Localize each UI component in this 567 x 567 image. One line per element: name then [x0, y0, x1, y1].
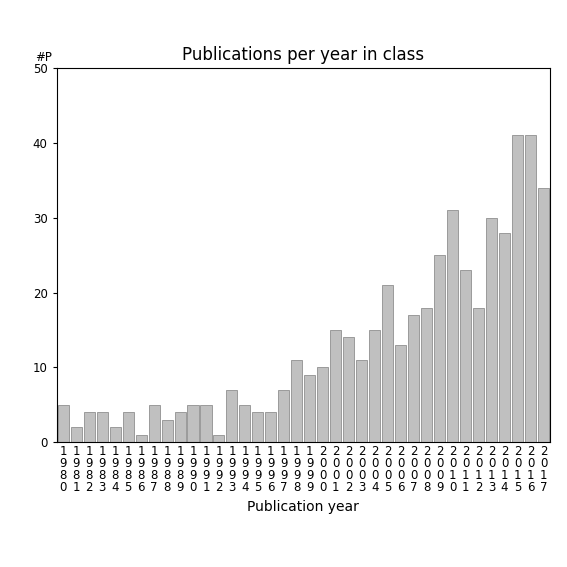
Bar	[213, 435, 225, 442]
Bar	[486, 218, 497, 442]
Bar	[149, 405, 159, 442]
Bar	[122, 412, 134, 442]
Bar	[318, 367, 328, 442]
Bar	[252, 412, 264, 442]
X-axis label: Publication year: Publication year	[247, 500, 359, 514]
Bar	[512, 136, 523, 442]
Bar	[278, 390, 289, 442]
Bar	[538, 188, 549, 442]
Bar	[175, 412, 185, 442]
Bar	[265, 412, 276, 442]
Bar	[109, 428, 121, 442]
Bar	[96, 412, 108, 442]
Bar	[58, 405, 69, 442]
Bar	[499, 232, 510, 442]
Bar	[343, 337, 354, 442]
Bar	[84, 412, 95, 442]
Bar	[162, 420, 172, 442]
Bar	[201, 405, 211, 442]
Title: Publications per year in class: Publications per year in class	[182, 46, 425, 64]
Bar	[239, 405, 251, 442]
Text: #P: #P	[35, 51, 52, 64]
Bar	[188, 405, 198, 442]
Bar	[460, 270, 471, 442]
Bar	[369, 330, 380, 442]
Bar	[447, 210, 458, 442]
Bar	[356, 360, 367, 442]
Bar	[473, 307, 484, 442]
Bar	[136, 435, 147, 442]
Bar	[434, 255, 445, 442]
Bar	[382, 285, 393, 442]
Bar	[71, 428, 82, 442]
Bar	[421, 307, 432, 442]
Bar	[304, 375, 315, 442]
Bar	[226, 390, 238, 442]
Bar	[408, 315, 419, 442]
Bar	[525, 136, 536, 442]
Bar	[395, 345, 406, 442]
Bar	[291, 360, 302, 442]
Bar	[331, 330, 341, 442]
